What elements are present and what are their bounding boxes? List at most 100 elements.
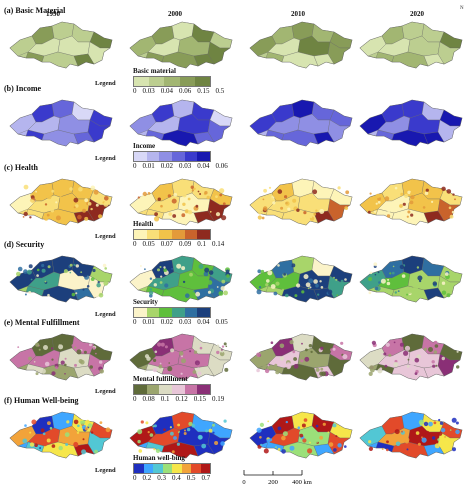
map-speckle — [140, 265, 142, 267]
map-speckle — [299, 433, 304, 438]
map-speckle — [163, 428, 166, 431]
map-speckle — [198, 264, 204, 269]
legend-tick: 0.02 — [160, 162, 173, 170]
map-speckle — [432, 436, 436, 440]
map-speckle — [257, 269, 262, 274]
map-speckle — [397, 272, 400, 275]
map-speckle — [75, 292, 78, 295]
map-speckle — [198, 435, 203, 440]
map-speckle — [199, 346, 203, 350]
legend-swatch — [172, 464, 182, 473]
map-speckle — [219, 351, 225, 357]
legend-tick: 0 — [133, 240, 137, 248]
map-speckle — [281, 449, 286, 454]
map-speckle — [23, 211, 28, 217]
map-speckle — [163, 266, 166, 269]
map-speckle — [138, 449, 143, 453]
map-income-1990 — [9, 99, 113, 147]
map-speckle — [317, 293, 320, 296]
map-speckle — [179, 351, 184, 356]
map-speckle — [303, 211, 307, 215]
map-speckle — [368, 291, 372, 295]
map-speckle — [89, 365, 93, 369]
map-speckle — [264, 368, 270, 374]
map-speckle — [183, 432, 187, 435]
map-basic-2020 — [359, 21, 463, 69]
map-speckle — [423, 347, 428, 351]
map-speckle — [393, 341, 396, 344]
legend-tick: 0.12 — [175, 395, 188, 403]
map-speckle — [414, 372, 418, 375]
map-speckle — [282, 431, 288, 437]
map-speckle — [97, 281, 100, 284]
map-speckle — [73, 263, 76, 266]
map-speckle — [147, 192, 151, 195]
legend-word-basic: Legend — [95, 80, 116, 87]
map-speckle — [80, 419, 86, 425]
map-speckle — [433, 421, 437, 425]
map-health-1990 — [9, 178, 113, 226]
map-subregion — [313, 131, 335, 145]
map-speckle — [64, 432, 70, 437]
map-speckle — [94, 292, 100, 298]
map-speckle — [34, 443, 38, 447]
legend-swatch — [146, 385, 160, 394]
map-speckle — [344, 445, 347, 448]
map-income-2020 — [359, 99, 463, 147]
map-speckle — [397, 290, 400, 292]
map-speckle — [441, 281, 446, 285]
map-speckle — [314, 438, 319, 443]
map-speckle — [312, 189, 318, 195]
legend-colorbar-wellbeing — [133, 463, 211, 474]
map-speckle — [315, 424, 319, 428]
map-subregion — [375, 129, 395, 141]
legend-swatch — [197, 308, 211, 317]
map-speckle — [444, 435, 447, 438]
map-speckle — [308, 200, 311, 203]
legend-tick: 0.04 — [197, 162, 210, 170]
map-speckle — [43, 345, 48, 350]
map-speckle — [90, 277, 95, 281]
map-speckle — [38, 348, 41, 351]
map-speckle — [188, 421, 193, 426]
map-speckle — [31, 199, 35, 204]
map-speckle — [369, 271, 373, 275]
map-speckle — [157, 342, 162, 347]
map-speckle — [221, 279, 226, 284]
legend-ticks-health: 0 0.05 0.07 0.09 0.1 0.14 — [133, 240, 230, 248]
map-speckle — [167, 194, 172, 198]
map-speckle — [262, 206, 268, 211]
map-speckle — [319, 280, 322, 283]
map-speckle — [281, 288, 285, 291]
map-speckle — [168, 212, 172, 216]
map-speckle — [277, 189, 283, 194]
map-speckle — [35, 342, 40, 347]
map-speckle — [149, 366, 152, 369]
map-speckle — [377, 271, 380, 274]
map-speckle — [386, 448, 389, 452]
map-subregion — [193, 53, 215, 67]
legend-swatch — [134, 308, 147, 317]
legend-colorbar-security — [133, 307, 211, 318]
map-subregion — [25, 51, 45, 63]
map-speckle — [304, 356, 310, 362]
map-speckle — [157, 268, 160, 272]
map-subregion — [25, 285, 45, 297]
map-speckle — [17, 346, 20, 348]
legend-tick: 0.1 — [197, 240, 206, 248]
map-speckle — [154, 216, 160, 222]
map-speckle — [153, 424, 157, 428]
map-speckle — [36, 274, 39, 277]
map-speckle — [374, 286, 379, 291]
map-speckle — [137, 429, 143, 435]
map-speckle — [179, 342, 182, 345]
map-speckle — [445, 272, 449, 276]
map-speckle — [407, 289, 412, 294]
map-speckle — [268, 186, 272, 189]
map-speckle — [159, 266, 162, 268]
map-speckle — [39, 447, 42, 449]
map-speckle — [163, 268, 167, 272]
map-speckle — [386, 214, 391, 218]
map-speckle — [422, 434, 426, 439]
map-speckle — [29, 442, 35, 447]
